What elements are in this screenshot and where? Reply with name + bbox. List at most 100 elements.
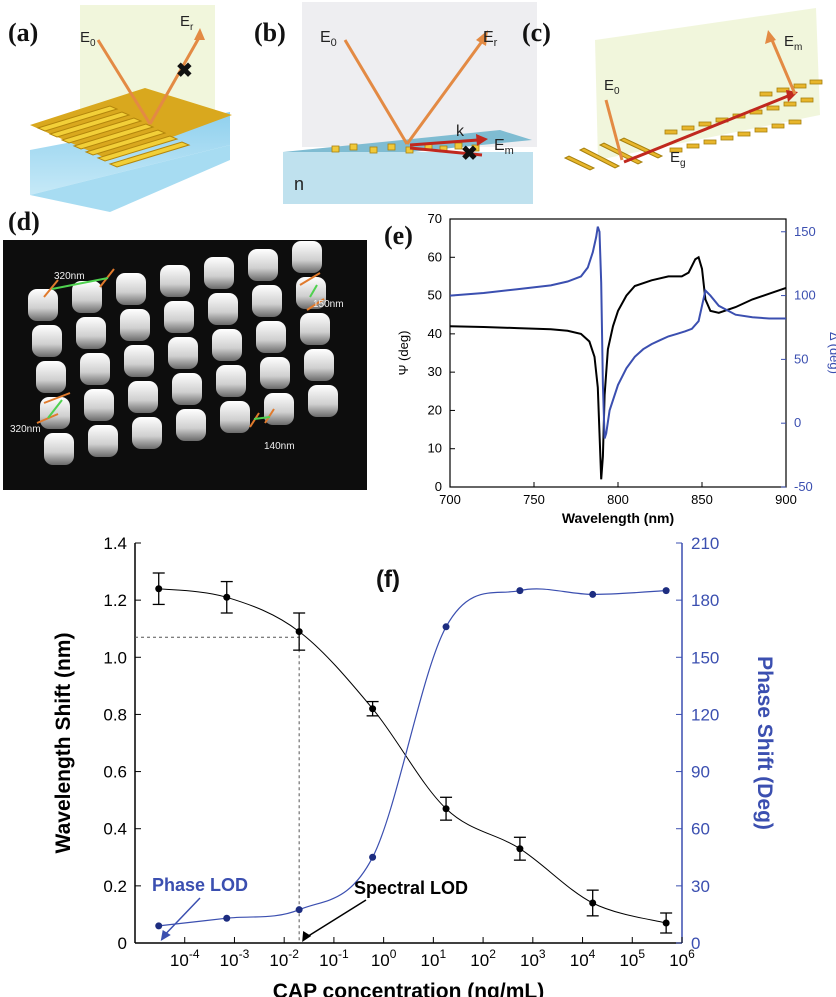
y2-tick-label: 60 xyxy=(691,820,710,839)
phase-lod-arrow xyxy=(162,897,201,938)
y-tick-label: 10 xyxy=(428,441,442,456)
label-em: Em xyxy=(494,137,514,157)
y2-tick-label: 30 xyxy=(691,877,710,896)
afm-pillar xyxy=(120,309,150,341)
panel-label-c: (c) xyxy=(522,18,551,47)
y2-tick-label: 180 xyxy=(691,591,719,610)
panel-a: ✖ E0 Er (a) xyxy=(0,0,250,230)
panel-label-e: (e) xyxy=(384,221,413,250)
chart-f-title: (f) xyxy=(376,566,400,593)
afm-pillar xyxy=(172,373,202,405)
afm-pillar xyxy=(76,317,106,349)
afm-label-3: 320nm xyxy=(10,424,41,435)
wavelength-point xyxy=(155,585,163,593)
y-tick-label: 0.4 xyxy=(103,820,127,839)
afm-pillar xyxy=(132,417,162,449)
afm-pillar xyxy=(220,401,250,433)
afm-image: 320nm 150nm 320nm 140nm xyxy=(3,240,367,490)
x-tick-label: 750 xyxy=(523,492,545,507)
label-em: Em xyxy=(784,33,802,53)
x-tick-label: 10-3 xyxy=(220,947,250,970)
y-tick-label: 0.8 xyxy=(103,705,127,724)
y2-tick-label: 90 xyxy=(691,763,710,782)
phase-lod-arrowhead xyxy=(160,930,171,941)
label-er: Er xyxy=(180,13,194,33)
y2-axis-title: Δ (deg) xyxy=(827,332,836,374)
afm-pillar xyxy=(252,285,282,317)
afm-pillar xyxy=(176,409,206,441)
label-eg: Eg xyxy=(670,149,686,169)
afm-pillar xyxy=(212,329,242,361)
y2-tick-label: 0 xyxy=(794,415,801,430)
panel-c: E0 Em Eg (c) xyxy=(520,0,836,200)
phase-fit-curve xyxy=(158,588,667,927)
afm-pillar xyxy=(32,325,62,357)
y-tick-label: 1.4 xyxy=(103,534,127,553)
afm-pillar xyxy=(72,281,102,313)
afm-pillar xyxy=(84,389,114,421)
phase-point xyxy=(662,587,670,595)
x-tick-label: 105 xyxy=(619,947,645,970)
panel-label-d: (d) xyxy=(8,207,40,236)
afm-pillar xyxy=(208,293,238,325)
psi-curve xyxy=(449,255,787,480)
panel-label-b: (b) xyxy=(254,18,286,47)
wavelength-point xyxy=(442,805,450,813)
x-axis-title: Wavelength (nm) xyxy=(562,510,674,526)
spectral-lod-arrow xyxy=(304,899,367,939)
x-tick-label: 10-1 xyxy=(319,947,349,970)
blocked-mark: ✖ xyxy=(461,143,478,165)
wavelength-fit-curve xyxy=(158,588,667,924)
label-k: k xyxy=(456,123,465,140)
y-tick-label: 1.0 xyxy=(103,648,127,667)
x-tick-label: 100 xyxy=(371,947,397,970)
afm-label-4: 140nm xyxy=(264,441,295,452)
y-axis-title: Ψ (deg) xyxy=(396,331,411,376)
afm-pillar xyxy=(88,425,118,457)
x-tick-label: 104 xyxy=(570,947,596,970)
label-e0: E0 xyxy=(604,77,620,97)
afm-pillar xyxy=(260,357,290,389)
afm-pillar xyxy=(44,433,74,465)
y-tick-label: 40 xyxy=(428,326,442,341)
x-tick-label: 700 xyxy=(439,492,461,507)
x-axis-title: CAP concentration (ng/mL) xyxy=(273,980,544,997)
label-e0: E0 xyxy=(80,29,96,49)
afm-pillar xyxy=(256,321,286,353)
afm-pillar xyxy=(28,289,58,321)
x-tick-label: 850 xyxy=(691,492,713,507)
schematic-a: ✖ E0 Er xyxy=(30,5,232,212)
chart-e: 700 750 800 850 900 0 10 20 30 40 50 60 70 -50 0 50 100 1… xyxy=(396,211,836,526)
panel-d: (d) 320nm 150nm 320nm 140nm xyxy=(0,205,370,500)
phase-point xyxy=(223,914,231,922)
afm-pillar xyxy=(308,385,338,417)
afm-pillar xyxy=(36,361,66,393)
wavelength-point xyxy=(662,919,670,927)
afm-pillar xyxy=(164,301,194,333)
y2-tick-label: 100 xyxy=(794,288,816,303)
blocked-mark: ✖ xyxy=(176,60,193,82)
y2-tick-label: 210 xyxy=(691,534,719,553)
x-tick-label: 103 xyxy=(520,947,546,970)
x-tick-label: 102 xyxy=(470,947,496,970)
afm-pillar xyxy=(204,257,234,289)
afm-pillar xyxy=(292,241,322,273)
y2-tick-label: -50 xyxy=(794,479,813,494)
phase-point xyxy=(589,590,597,598)
y-tick-label: 60 xyxy=(428,249,442,264)
spectral-lod-arrowhead xyxy=(302,931,312,942)
x-tick-label: 800 xyxy=(607,492,629,507)
y-tick-label: 0 xyxy=(118,934,127,953)
wavelength-point xyxy=(295,628,303,636)
y-tick-label: 0.6 xyxy=(103,763,127,782)
label-er: Er xyxy=(483,29,498,49)
y-tick-label: 30 xyxy=(428,364,442,379)
afm-pillar xyxy=(300,313,330,345)
plot-frame xyxy=(449,218,787,488)
x-tick-label: 10-2 xyxy=(269,947,299,970)
y2-tick-label: 120 xyxy=(691,705,719,724)
afm-pillar xyxy=(248,249,278,281)
schematic-b: ✖ E0 Er k Em n xyxy=(283,2,537,204)
afm-pillar xyxy=(304,349,334,381)
y2-tick-label: 50 xyxy=(794,351,808,366)
